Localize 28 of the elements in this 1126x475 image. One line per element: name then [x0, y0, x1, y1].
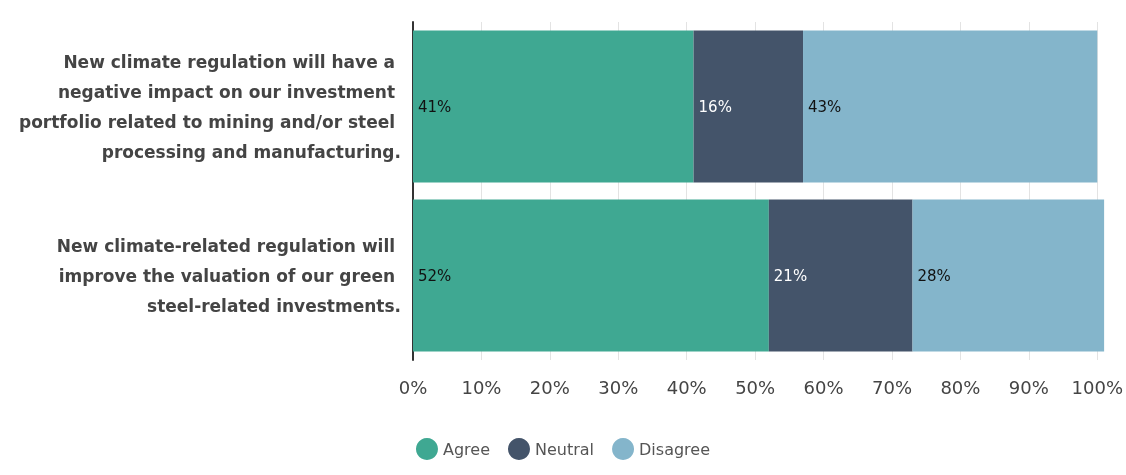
x-tick-label: 50% [735, 376, 776, 398]
x-tick-label: 90% [1008, 376, 1049, 398]
bar [693, 30, 804, 183]
bar [803, 30, 1098, 183]
y-tick-label: New climate-related regulation will improve the valuation of our green steel-related investments. [56, 235, 401, 316]
data-label: 21% [773, 266, 808, 285]
x-tick-label: 70% [871, 376, 912, 398]
y-tick-label: New climate regulation will have a negative impact on our investment portfolio related to mining and/or steel processing and manufacturing. [18, 51, 401, 162]
bar [413, 199, 769, 352]
bar [413, 30, 694, 183]
x-tick-label: 80% [940, 376, 981, 398]
x-tick-label: 20% [529, 376, 570, 398]
x-tick-label: 10% [461, 376, 502, 398]
x-tick-label: 30% [598, 376, 639, 398]
legend-label: Neutral [534, 439, 595, 459]
x-tick-label: 0% [398, 376, 428, 398]
x-tick-label: 40% [666, 376, 707, 398]
bar [768, 199, 913, 352]
x-tick-label: 100% [1071, 376, 1123, 398]
data-label: 52% [418, 266, 452, 285]
x-tick-label: 60% [803, 376, 844, 398]
bar [912, 199, 1105, 352]
data-label: 16% [698, 97, 732, 116]
data-label: 43% [808, 97, 842, 116]
data-label: 28% [917, 266, 951, 285]
legend-label: Disagree [639, 439, 711, 459]
data-label: 41% [418, 97, 452, 116]
legend-label: Agree [442, 439, 490, 459]
